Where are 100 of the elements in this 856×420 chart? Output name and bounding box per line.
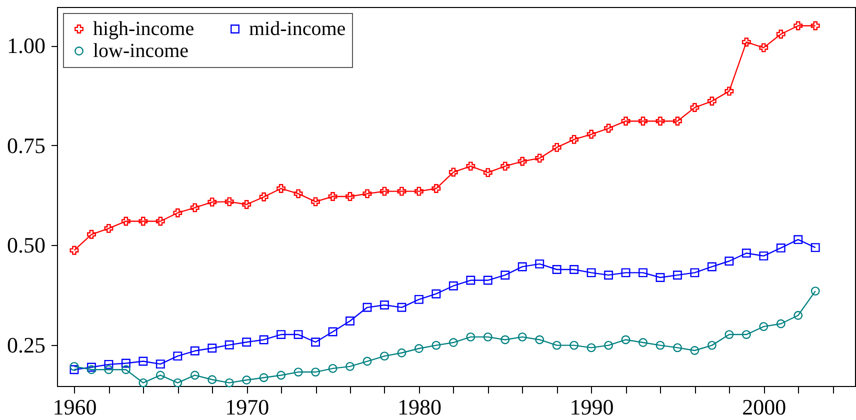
point: [690, 103, 700, 112]
point: [448, 281, 458, 290]
point: [224, 340, 234, 350]
point: [776, 30, 786, 39]
point: [570, 340, 579, 350]
point: [448, 168, 458, 177]
point: [552, 142, 562, 152]
point: [724, 330, 734, 339]
point: [500, 162, 510, 171]
point: [380, 352, 389, 361]
point: [104, 360, 114, 369]
point: [742, 330, 751, 339]
point: [414, 186, 424, 196]
point: [656, 340, 665, 350]
point: [673, 270, 682, 280]
point: [346, 362, 354, 371]
point: [724, 86, 734, 96]
point: [346, 316, 354, 326]
point: [810, 21, 820, 30]
point: [138, 356, 148, 366]
point: [87, 230, 96, 239]
x-tick-label: 1980: [397, 394, 442, 420]
point: [466, 332, 476, 342]
point: [362, 356, 372, 366]
point: [483, 332, 492, 342]
x-tick-label: 1970: [225, 394, 270, 420]
point: [311, 338, 320, 347]
point: [242, 200, 252, 209]
point: [346, 192, 354, 201]
point: [604, 124, 614, 133]
point: [276, 370, 286, 380]
point: [208, 344, 217, 353]
point: [776, 243, 786, 252]
point: [87, 362, 96, 372]
point: [276, 330, 286, 340]
point: [87, 365, 96, 374]
point: [138, 216, 148, 226]
point: [673, 116, 682, 126]
point: [483, 168, 492, 178]
point: [638, 338, 648, 347]
point: [190, 370, 200, 380]
point: [397, 186, 406, 196]
point: [552, 340, 562, 350]
point: [259, 192, 268, 202]
point: [707, 262, 716, 272]
point: [121, 365, 130, 374]
point: [621, 116, 630, 126]
x-tick-label: 1990: [570, 394, 614, 420]
y-tick-label: 0.25: [7, 332, 46, 358]
point: [432, 340, 441, 350]
x-tick-label: 1960: [52, 394, 97, 420]
point: [380, 186, 389, 196]
point: [586, 268, 596, 278]
point: [518, 262, 527, 272]
point: [604, 340, 614, 350]
point: [759, 322, 768, 332]
point: [518, 332, 527, 342]
point: [810, 243, 820, 252]
point: [448, 338, 458, 347]
point: [690, 346, 700, 355]
point: [673, 343, 682, 352]
point: [156, 360, 165, 369]
point: [104, 224, 114, 233]
point: [328, 192, 338, 201]
point: [604, 270, 614, 280]
point: [570, 134, 579, 144]
point: [380, 300, 389, 310]
point: [656, 273, 665, 282]
point: [208, 198, 217, 207]
x-tick-label: 2000: [742, 394, 786, 420]
point: [156, 216, 165, 226]
point: [724, 256, 734, 266]
y-tick-label: 1.00: [7, 33, 46, 58]
point: [138, 378, 148, 388]
point: [414, 294, 424, 304]
point: [173, 352, 182, 361]
point: [311, 368, 320, 376]
point: [535, 259, 544, 268]
point: [794, 235, 803, 244]
point: [397, 302, 406, 312]
point: [810, 286, 820, 296]
point: [586, 343, 596, 352]
point: [586, 130, 596, 139]
point: [362, 189, 372, 198]
point: [742, 248, 751, 258]
y-tick-label: 0.75: [7, 132, 46, 158]
point: [104, 365, 114, 374]
point: [638, 116, 648, 126]
point: [759, 251, 768, 260]
point: [432, 289, 441, 298]
point: [397, 348, 406, 358]
point: [173, 378, 182, 388]
y-tick-label: 0.50: [7, 232, 46, 258]
point: [242, 338, 252, 347]
point: [156, 370, 165, 380]
point: [656, 116, 665, 126]
point: [276, 184, 286, 193]
point: [224, 197, 234, 206]
point: [121, 358, 130, 368]
point: [466, 162, 476, 171]
